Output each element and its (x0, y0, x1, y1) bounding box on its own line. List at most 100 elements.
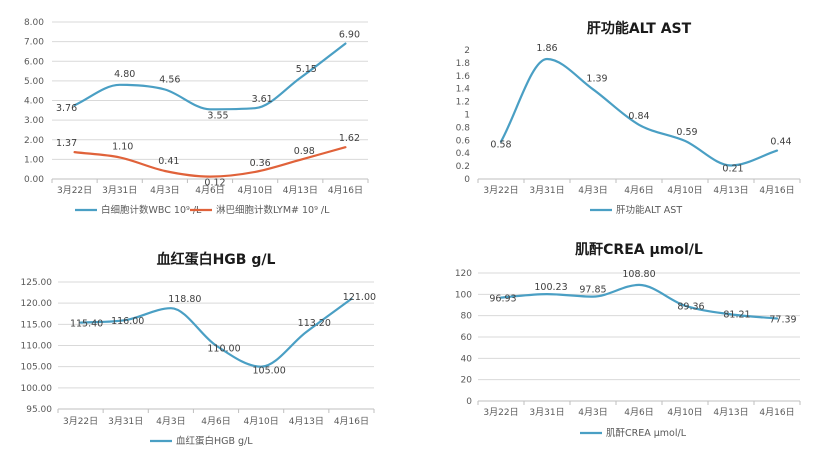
series-line-2 (73, 146, 347, 178)
x-tick-label: 4月6日 (624, 407, 653, 418)
y-tick-label: 3.00 (24, 116, 44, 126)
y-tick-label: 0.8 (456, 123, 471, 133)
y-tick-label: 80 (461, 312, 473, 322)
y-tick-label: 105.00 (21, 363, 53, 373)
y-tick-label: 5.00 (24, 77, 44, 87)
data-label: 118.80 (168, 294, 201, 305)
y-tick-label: 8.00 (24, 18, 44, 28)
data-label: 0.12 (204, 178, 225, 189)
x-tick-label: 4月6日 (201, 416, 230, 427)
legend-entry: 血红蛋白HGB g/L (176, 435, 253, 447)
x-tick-label: 4月3日 (578, 407, 607, 418)
data-label: 1.86 (536, 43, 557, 54)
y-tick-label: 1.2 (456, 98, 470, 108)
y-tick-label: 0.2 (456, 162, 470, 172)
x-tick-label: 3月31日 (529, 185, 564, 196)
data-label: 89.36 (677, 302, 704, 313)
y-tick-label: 110.00 (21, 342, 53, 352)
data-label: 108.80 (622, 269, 655, 280)
y-tick-label: 0.00 (24, 175, 44, 185)
x-tick-label: 4月10日 (238, 185, 273, 196)
data-label: 3.55 (207, 110, 228, 121)
data-label: 1.37 (56, 138, 77, 149)
x-tick-label: 4月10日 (667, 185, 702, 196)
data-label: 115.40 (70, 319, 103, 330)
y-tick-label: 1.8 (456, 59, 471, 69)
series-line-1 (499, 283, 779, 320)
chart-panel-2: 肝功能ALT AST 0 0.2 0.4 0.6 0.8 1 1.2 1.4 1.6 1.8 2 3月2… (456, 20, 801, 216)
series-line-1 (79, 297, 353, 368)
data-label: 0.21 (722, 163, 743, 174)
data-label: 97.85 (579, 285, 606, 296)
x-tick-label: 4月3日 (156, 416, 185, 427)
data-label: 1.10 (112, 141, 133, 152)
y-tick-label: 1.6 (456, 72, 471, 82)
data-label: 6.90 (339, 30, 360, 41)
data-label: 116.00 (111, 316, 144, 327)
data-label: 0.36 (250, 158, 271, 169)
y-tick-label: 95.00 (26, 405, 52, 415)
chart-title: 肝功能ALT AST (587, 20, 692, 37)
y-tick-label: 2 (464, 46, 470, 56)
x-tick-label: 3月31日 (529, 407, 564, 418)
x-tick-label: 4月3日 (150, 185, 179, 196)
x-tick-label: 3月31日 (102, 185, 137, 196)
x-tick-label: 4月3日 (578, 185, 607, 196)
x-tick-label: 4月13日 (283, 185, 318, 196)
x-tick-label: 4月13日 (713, 407, 748, 418)
y-tick-label: 0 (464, 175, 470, 185)
y-tick-label: 4.00 (24, 97, 44, 107)
data-label: 0.41 (158, 156, 179, 167)
x-tick-label: 4月16日 (334, 416, 369, 427)
data-label: 113.20 (298, 318, 331, 329)
data-label: 81.21 (723, 309, 750, 320)
y-tick-label: 1 (464, 111, 470, 121)
data-label: 0.44 (770, 137, 791, 148)
x-tick-label: 4月10日 (667, 407, 702, 418)
y-tick-label: 100 (455, 290, 472, 300)
x-tick-label: 4月13日 (289, 416, 324, 427)
data-label: 96.93 (489, 294, 516, 305)
data-label: 4.56 (159, 75, 180, 86)
data-label: 4.80 (114, 69, 135, 80)
x-tick-label: 3月22日 (483, 185, 518, 196)
data-label: 100.23 (534, 282, 567, 293)
series-line-1 (73, 42, 347, 111)
data-label: 3.61 (252, 94, 273, 105)
x-tick-label: 3月22日 (63, 416, 98, 427)
series-line-1 (499, 57, 779, 167)
x-tick-label: 3月22日 (483, 407, 518, 418)
y-tick-label: 60 (461, 333, 473, 343)
data-label: 1.39 (586, 73, 607, 84)
data-label: 0.59 (676, 127, 697, 138)
data-label: 1.62 (339, 133, 360, 144)
y-tick-label: 125.00 (21, 278, 53, 288)
x-tick-label: 4月16日 (759, 185, 794, 196)
x-tick-label: 4月10日 (244, 416, 279, 427)
y-tick-label: 120 (455, 269, 472, 279)
y-tick-label: 0.4 (456, 149, 471, 159)
data-label: 5.15 (296, 64, 317, 75)
chart-panel-1: 0.00 1.00 2.00 3.00 4.00 5.00 6.00 7.00 8.00 3月22… (24, 18, 369, 216)
y-tick-label: 120.00 (21, 299, 53, 309)
data-label: 110.00 (207, 344, 240, 355)
chart-panel-3: 血红蛋白HGB g/L 95.00 100.00 105.00 110.00 115.00… (21, 251, 377, 447)
data-label: 0.98 (294, 146, 315, 157)
y-tick-label: 0 (466, 397, 472, 407)
chart-panel-4: 肌酐CREA μmol/L 0 20 40 60 80 100 120 3月22日 3月31日 4月… (455, 242, 801, 439)
x-tick-label: 4月13日 (713, 185, 748, 196)
y-tick-label: 0.6 (456, 136, 471, 146)
legend-entry: 白细胞计数WBC 10⁹ /L (101, 204, 202, 216)
data-label: 3.76 (56, 103, 77, 114)
data-label: 121.00 (343, 292, 376, 303)
chart-title: 肌酐CREA μmol/L (575, 242, 703, 258)
data-label: 77.39 (769, 314, 796, 325)
x-tick-label: 4月16日 (759, 407, 794, 418)
x-tick-label: 3月22日 (57, 185, 92, 196)
y-tick-label: 1.00 (24, 155, 44, 165)
x-tick-label: 3月31日 (108, 416, 143, 427)
data-label: 0.58 (490, 140, 511, 151)
y-tick-label: 40 (461, 354, 473, 364)
legend-entry: 肌酐CREA μmol/L (606, 428, 687, 439)
